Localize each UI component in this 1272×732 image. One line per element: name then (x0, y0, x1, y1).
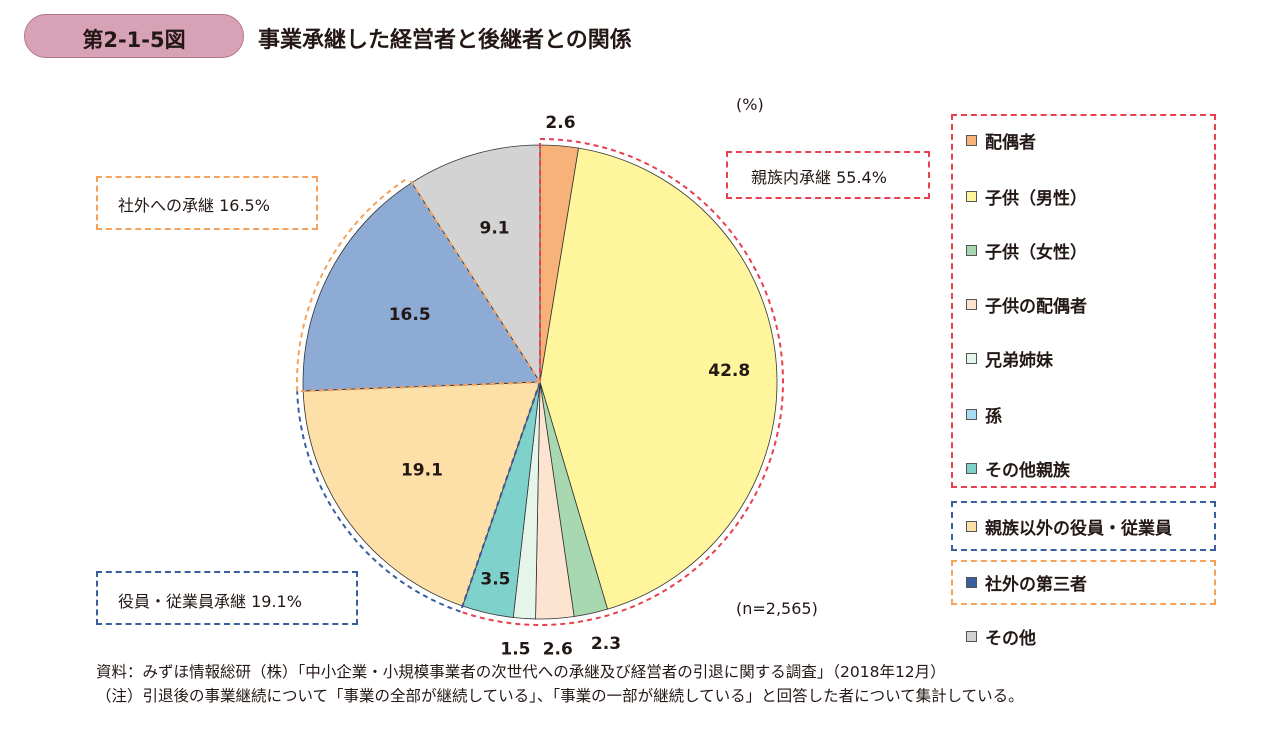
legend-swatch-2 (966, 245, 977, 256)
slice-label-3: 2.6 (543, 640, 573, 660)
legend-swatch-4 (966, 353, 977, 364)
group-box-employee (96, 571, 358, 625)
slice-label-6: 3.5 (480, 569, 510, 589)
slice-label-9: 9.1 (479, 218, 509, 238)
group-box-external (96, 176, 318, 230)
unit-label: (%) (736, 95, 764, 114)
employee-arc-edge-0 (459, 381, 541, 612)
figure-number: 第2-1-5図 (82, 28, 186, 52)
legend-item-2: 子供（女性） (966, 238, 1087, 263)
legend-swatch-3 (966, 299, 977, 310)
pie-slice-9 (411, 144, 541, 384)
slice-label-4: 1.5 (500, 639, 530, 659)
slice-label-2: 2.3 (591, 634, 621, 654)
figure-number-badge: 第2-1-5図 (24, 14, 244, 58)
slice-label-7: 19.1 (401, 460, 443, 480)
legend-label-8: 社外の第三者 (985, 575, 1087, 595)
group-box-kinship (726, 151, 930, 199)
group-outline-arcs (296, 138, 784, 626)
legend-swatch-8 (966, 577, 977, 588)
slice-label-1: 42.8 (708, 361, 750, 381)
legend-label-3: 子供の配偶者 (985, 297, 1087, 317)
legend-label-4: 兄弟姉妹 (985, 351, 1053, 371)
legend-item-8: 社外の第三者 (966, 570, 1087, 595)
footnote: （注）引退後の事業継続について「事業の全部が継続している」、「事業の一部が継続し… (96, 687, 1024, 705)
legend-item-9: その他 (966, 624, 1036, 649)
group-label-external: 社外への承継 16.5% (118, 196, 270, 215)
legend-swatch-1 (966, 191, 977, 202)
legend-item-4: 兄弟姉妹 (966, 346, 1053, 371)
legend-item-3: 子供の配偶者 (966, 292, 1087, 317)
legend-label-7: 親族以外の役員・従業員 (985, 519, 1172, 539)
external-arc (296, 176, 410, 392)
legend-item-1: 子供（男性） (966, 184, 1087, 209)
external-arc-edge-0 (297, 381, 541, 393)
legend-label-0: 配偶者 (985, 133, 1036, 153)
legend-label-2: 子供（女性） (985, 243, 1087, 263)
legend-label-5: 孫 (985, 407, 1002, 427)
legend-item-0: 配偶者 (966, 128, 1036, 153)
slice-value-labels: 2.6 42.8 2.3 2.6 1.5 3.5 19.1 16.5 9.1 (389, 113, 750, 660)
chart-title: 事業承継した経営者と後継者との関係 (258, 28, 632, 53)
legend-label-6: その他親族 (985, 461, 1070, 481)
legend-swatch-7 (966, 521, 977, 532)
external-arc-edge-1 (407, 177, 541, 383)
sample-size: (n=2,565) (736, 599, 818, 618)
legend-label-1: 子供（男性） (985, 189, 1087, 209)
legend-label-9: その他 (985, 629, 1036, 649)
pie-slices (302, 144, 778, 620)
group-label-kinship: 親族内承継 55.4% (751, 168, 887, 187)
legend-swatch-0 (966, 135, 977, 146)
legend-box-kinship (951, 114, 1216, 488)
legend-box-employee (951, 501, 1216, 551)
legend-item-5: 孫 (966, 402, 1002, 427)
legend-item-7: 親族以外の役員・従業員 (966, 514, 1172, 539)
legend-swatch-6 (966, 463, 977, 474)
legend-item-6: その他親族 (966, 456, 1070, 481)
employee-arc (296, 391, 461, 613)
legend-box-external (951, 560, 1216, 605)
pie-slice-1 (539, 147, 778, 610)
pie-slice-7 (302, 381, 541, 607)
slice-label-8: 16.5 (389, 305, 431, 325)
slice-label-0: 2.6 (545, 113, 575, 133)
pie-slice-8 (302, 182, 541, 392)
group-label-employee: 役員・従業員承継 19.1% (118, 592, 302, 611)
legend-swatch-9 (966, 631, 977, 642)
source-note: 資料：みずほ情報総研（株）「中小企業・小規模事業者の次世代への承継及び経営者の引… (96, 663, 946, 681)
kinship-arc (460, 138, 784, 626)
legend-swatch-5 (966, 409, 977, 420)
